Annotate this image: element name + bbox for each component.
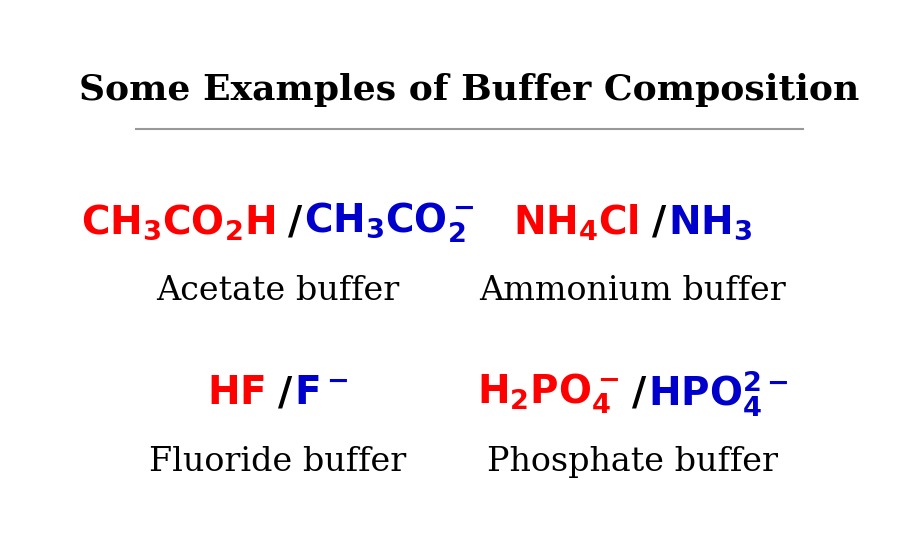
Text: $\mathbf{CH_3CO_2H}$: $\mathbf{CH_3CO_2H}$ <box>81 203 275 243</box>
Text: $\mathbf{F^-}$: $\mathbf{F^-}$ <box>294 375 348 412</box>
Text: $\mathbf{\ /\ }$: $\mathbf{\ /\ }$ <box>619 375 648 412</box>
Text: $\mathbf{NH_4Cl}$: $\mathbf{NH_4Cl}$ <box>513 203 639 243</box>
Text: $\mathbf{\ /\ }$: $\mathbf{\ /\ }$ <box>275 204 304 241</box>
Text: Some Examples of Buffer Composition: Some Examples of Buffer Composition <box>80 73 859 107</box>
Text: Fluoride buffer: Fluoride buffer <box>149 446 407 478</box>
Text: $\mathbf{NH_3}$: $\mathbf{NH_3}$ <box>668 203 752 242</box>
Text: Ammonium buffer: Ammonium buffer <box>479 275 786 307</box>
Text: $\mathbf{\ /\ }$: $\mathbf{\ /\ }$ <box>266 375 294 412</box>
Text: $\mathbf{CH_3CO_2^-}$: $\mathbf{CH_3CO_2^-}$ <box>304 200 474 245</box>
Text: Phosphate buffer: Phosphate buffer <box>487 446 779 478</box>
Text: $\mathbf{HF}$: $\mathbf{HF}$ <box>207 375 266 412</box>
Text: Acetate buffer: Acetate buffer <box>156 275 399 307</box>
Text: $\mathbf{\ /\ }$: $\mathbf{\ /\ }$ <box>639 204 668 241</box>
Text: $\mathbf{HPO_4^{2-}}$: $\mathbf{HPO_4^{2-}}$ <box>648 369 789 418</box>
Text: $\mathbf{H_2PO_4^-}$: $\mathbf{H_2PO_4^-}$ <box>477 371 619 416</box>
